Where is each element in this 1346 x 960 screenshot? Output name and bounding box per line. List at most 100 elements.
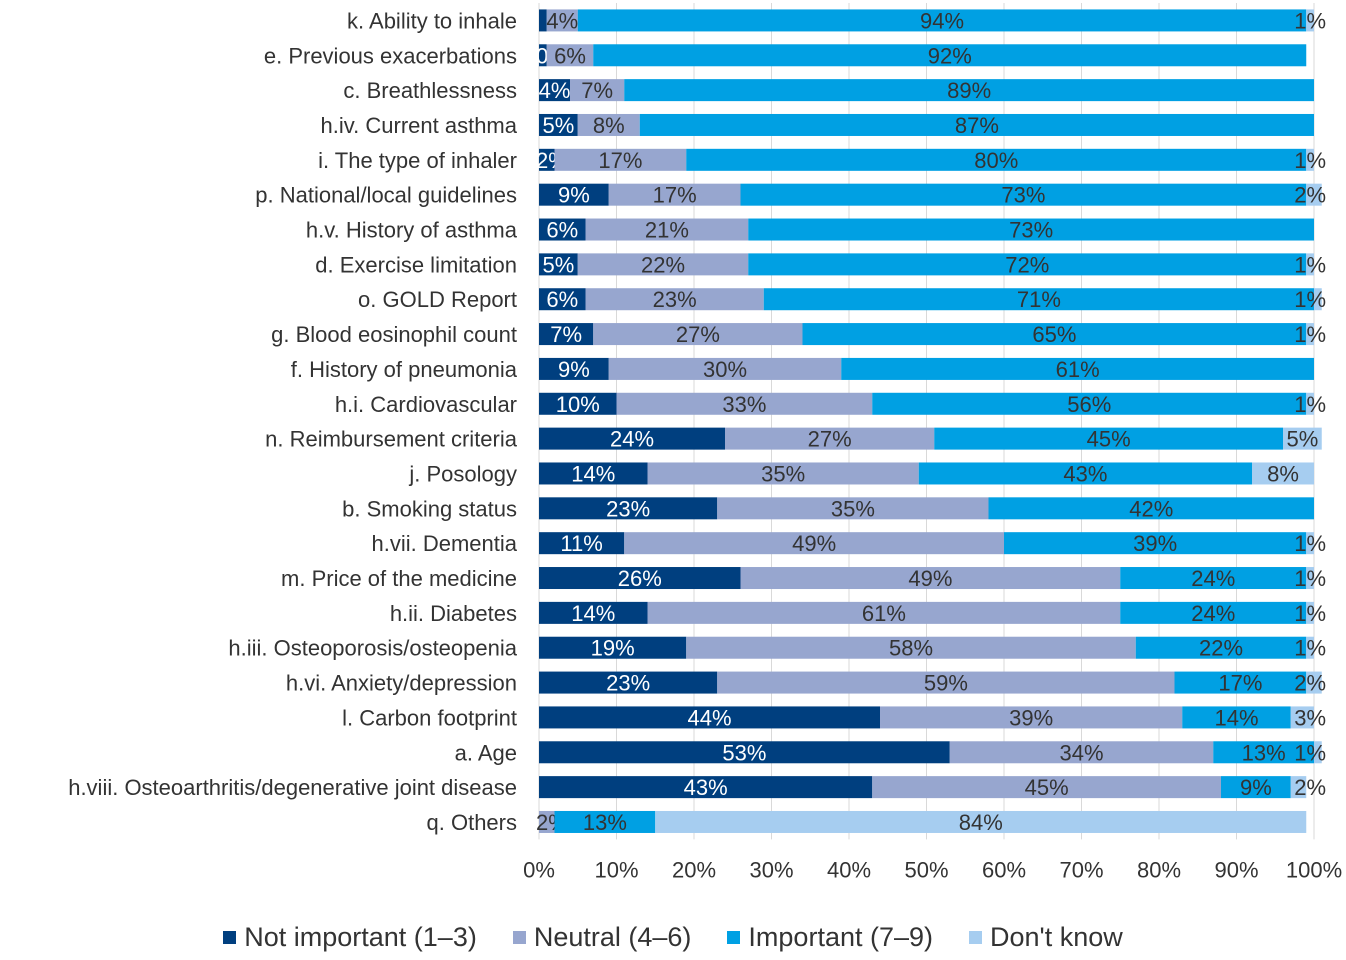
bar-segment <box>872 776 1221 799</box>
data-label: 13% <box>1242 740 1286 765</box>
category-label: c. Breathlessness <box>343 78 517 103</box>
legend-item-neutral: Neutral (4–6) <box>512 922 691 953</box>
bar-segment <box>639 113 1314 136</box>
data-label: 39% <box>1133 531 1177 556</box>
data-label: 84% <box>959 810 1003 835</box>
x-tick-label: 100% <box>1286 857 1342 882</box>
data-label: 6% <box>554 43 586 68</box>
bar-segment <box>740 567 1121 590</box>
x-tick-label: 50% <box>904 857 948 882</box>
bar-segment <box>539 706 880 729</box>
data-label: 5% <box>542 113 574 138</box>
bar-segment <box>539 9 547 32</box>
legend-swatch-neutral <box>512 931 526 944</box>
bar-segment <box>1314 288 1322 311</box>
bar-segment <box>880 706 1183 729</box>
data-label: 24% <box>1191 601 1235 626</box>
category-label: p. National/local guidelines <box>255 183 517 208</box>
category-label: q. Others <box>427 810 517 835</box>
x-tick-label: 80% <box>1137 857 1181 882</box>
data-label: 73% <box>1001 183 1045 208</box>
data-label: 61% <box>1056 357 1100 382</box>
bar-segment <box>647 462 919 485</box>
bar-segment <box>1306 567 1314 590</box>
bar-segment <box>593 44 1307 67</box>
data-label: 17% <box>653 183 697 208</box>
bar-segment <box>539 462 648 485</box>
data-label: 1% <box>1294 636 1326 661</box>
data-label: 61% <box>862 601 906 626</box>
bar-segment <box>748 253 1307 276</box>
bar-segment <box>1306 183 1322 206</box>
category-label: j. Posology <box>408 461 517 486</box>
bar-segment <box>539 288 586 311</box>
legend-swatch-dont-know <box>969 931 983 944</box>
data-label: 1% <box>1294 740 1326 765</box>
bar-segment <box>841 357 1314 380</box>
bar-segment <box>988 497 1314 520</box>
data-label: 72% <box>1005 252 1049 277</box>
data-label: 11% <box>560 531 602 556</box>
bar-segment <box>539 427 725 450</box>
bar-segment <box>539 253 578 276</box>
legend-item-important: Important (7–9) <box>727 922 933 953</box>
bar-segment <box>686 636 1136 659</box>
data-label: 1% <box>1294 531 1326 556</box>
bar-segment <box>1252 462 1314 485</box>
data-label: 10% <box>556 392 600 417</box>
data-label: 1% <box>1294 322 1326 347</box>
category-label: g. Blood eosinophil count <box>271 322 517 347</box>
bar-segment <box>1306 9 1314 32</box>
bar-segment <box>539 392 617 415</box>
bar-segment <box>763 288 1314 311</box>
category-label: a. Age <box>455 740 517 765</box>
data-label: 33% <box>722 392 766 417</box>
category-label: b. Smoking status <box>342 496 517 521</box>
bar-segment <box>539 532 625 555</box>
data-label: 34% <box>1059 740 1103 765</box>
data-label: 22% <box>641 252 685 277</box>
bar-segment <box>624 532 1004 555</box>
category-label: h.viii. Osteoarthritis/degenerative join… <box>68 775 517 800</box>
category-label: d. Exercise limitation <box>315 252 517 277</box>
bar-segment <box>608 183 741 206</box>
bar-segment <box>1120 601 1307 624</box>
bar-segment <box>539 323 594 346</box>
data-label: 6% <box>546 218 578 243</box>
data-label: 27% <box>676 322 720 347</box>
category-label: k. Ability to inhale <box>347 8 517 33</box>
bar-segment <box>593 323 803 346</box>
bar-segment <box>616 392 873 415</box>
data-label: 39% <box>1009 705 1053 730</box>
data-label: 1% <box>1294 601 1326 626</box>
data-label: 4% <box>546 8 578 33</box>
bar-segment <box>725 427 935 450</box>
data-label: 2% <box>1294 671 1326 696</box>
category-label: o. GOLD Report <box>358 287 517 312</box>
x-tick-label: 70% <box>1059 857 1103 882</box>
data-label: 4% <box>539 78 571 103</box>
data-label: 1% <box>1294 287 1326 312</box>
data-label: 14% <box>571 601 615 626</box>
bar-segment <box>1306 392 1314 415</box>
data-label: 30% <box>703 357 747 382</box>
data-label: 65% <box>1032 322 1076 347</box>
bar-segment <box>949 741 1214 764</box>
data-label: 89% <box>947 78 991 103</box>
bar-segment <box>539 44 547 67</box>
legend-swatch-important <box>727 931 741 944</box>
x-tick-label: 40% <box>827 857 871 882</box>
category-label: h.ii. Diabetes <box>390 601 517 626</box>
bar-segment <box>802 323 1307 346</box>
bar-segment <box>1306 323 1314 346</box>
bar-segment <box>1306 532 1314 555</box>
bar-segment <box>539 671 718 694</box>
data-label: 6% <box>546 287 578 312</box>
bar-segment <box>1213 741 1314 764</box>
x-tick-label: 10% <box>594 857 638 882</box>
bar-segment <box>1306 148 1314 171</box>
bar-segment <box>1306 253 1314 276</box>
bar-segment <box>585 218 749 241</box>
bar-segment <box>546 44 594 67</box>
legend-label-important: Important (7–9) <box>748 922 934 952</box>
